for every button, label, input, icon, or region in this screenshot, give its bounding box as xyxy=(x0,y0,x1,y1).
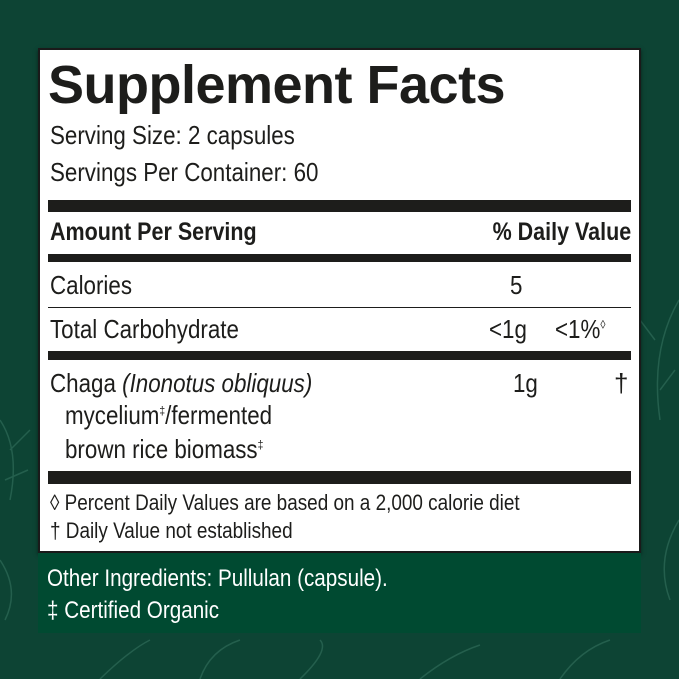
dv-footnote-mark: ◊ xyxy=(600,317,606,332)
text: mycelium xyxy=(65,400,160,430)
nutrient-dv: † xyxy=(614,368,629,398)
panel-title: Supplement Facts xyxy=(48,55,506,115)
nutrient-amount: 5 xyxy=(510,270,523,300)
organic-mark: ‡ xyxy=(257,437,264,452)
text: brown rice biomass xyxy=(65,434,258,464)
divider-medium xyxy=(48,254,631,262)
nutrient-amount: 1g xyxy=(513,368,538,398)
other-ingredients-box: Other Ingredients: Pullulan (capsule). ‡… xyxy=(38,553,641,633)
servings-per-container: Servings Per Container: 60 xyxy=(50,157,319,187)
divider-thick xyxy=(48,471,631,484)
serving-size: Serving Size: 2 capsules xyxy=(50,120,295,150)
certified-organic-note: ‡ Certified Organic xyxy=(47,597,220,624)
divider-thin xyxy=(48,307,631,308)
header-amount-per-serving: Amount Per Serving xyxy=(50,218,257,246)
nutrient-name: Total Carbohydrate xyxy=(50,314,239,344)
divider-medium xyxy=(48,351,631,360)
divider-thick xyxy=(48,200,631,212)
dv-value: <1% xyxy=(555,314,601,344)
nutrient-name: Calories xyxy=(50,270,133,300)
organic-mark: ‡ xyxy=(159,403,166,418)
footnote-not-established: † Daily Value not established xyxy=(50,518,293,543)
nutrient-name: Chaga (Inonotus obliquus) xyxy=(50,368,312,399)
nutrient-dv: <1%◊ xyxy=(555,314,605,345)
other-ingredients: Other Ingredients: Pullulan (capsule). xyxy=(47,565,388,592)
header-daily-value: % Daily Value xyxy=(492,218,631,246)
latin-name: (Inonotus obliquus) xyxy=(122,368,313,398)
ingredient-name: Chaga xyxy=(50,368,116,398)
text: /fermented xyxy=(165,400,273,430)
footnote-daily-values: ◊ Percent Daily Values are based on a 2,… xyxy=(50,490,520,515)
supplement-facts-panel: Supplement Facts Serving Size: 2 capsule… xyxy=(38,48,641,553)
ingredient-line-2: mycelium‡/fermented xyxy=(65,400,272,431)
ingredient-line-3: brown rice biomass‡ xyxy=(65,434,263,465)
nutrient-amount: <1g xyxy=(489,314,527,344)
